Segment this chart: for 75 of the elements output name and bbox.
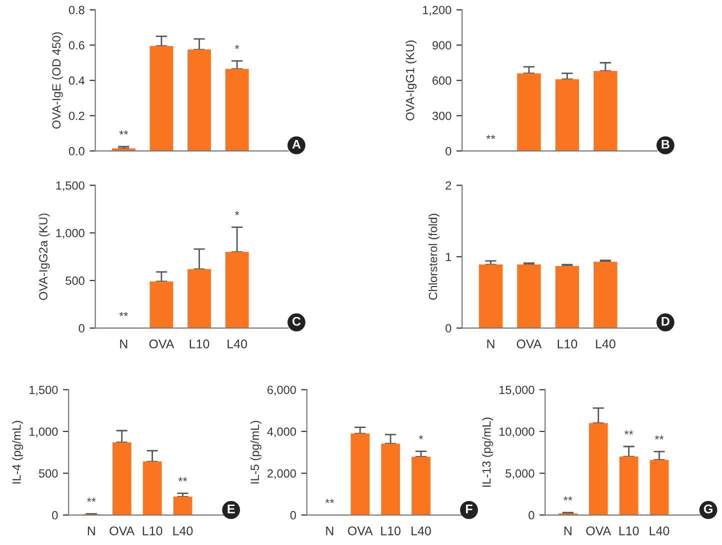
- x-tick-label: L10: [619, 526, 639, 536]
- y-tick-label: 0.0: [68, 147, 84, 156]
- text: C: [292, 316, 301, 326]
- annotation: *: [234, 44, 240, 49]
- annotation: **: [325, 498, 334, 504]
- y-axis-title: IL-5 (pg/mL): [250, 420, 262, 484]
- annotation: **: [119, 130, 128, 135]
- y-tick-label: 1,200: [423, 6, 452, 16]
- y-tick-label: 2,000: [267, 469, 296, 480]
- text: B: [662, 140, 670, 149]
- y-tick-label: 1: [446, 252, 452, 261]
- y-tick-label: 300: [432, 112, 452, 120]
- x-tick-label: OVA: [149, 340, 174, 348]
- y-axis-title: OVA-IgG2a (KU): [38, 214, 50, 300]
- y-tick-label: 1,500: [30, 386, 58, 396]
- x-tick-label: L10: [142, 526, 162, 536]
- y-tick-label: 900: [432, 41, 452, 50]
- y-tick-label: 0: [52, 511, 58, 520]
- y-tick-label: 1,000: [56, 228, 84, 239]
- x-tick-label: L10: [558, 340, 578, 348]
- y-tick-label: 10,000: [499, 427, 534, 438]
- y-axis-title: Chlorsterol (fold): [428, 214, 440, 300]
- x-tick-label: N: [564, 526, 572, 536]
- annotation: **: [119, 312, 128, 316]
- y-tick-label: 2: [446, 181, 452, 190]
- text: G: [704, 504, 712, 514]
- y-tick-label: 1,000: [30, 427, 58, 438]
- annotation: **: [178, 477, 188, 482]
- y-axis-title: IL-13 (pg/mL): [482, 418, 494, 487]
- y-tick-label: 0: [446, 147, 452, 156]
- y-tick-label: 4,000: [267, 427, 296, 438]
- y-tick-label: 0.4: [68, 76, 85, 85]
- x-tick-label: OVA: [348, 526, 373, 536]
- annotation: **: [624, 430, 634, 435]
- y-tick-label: 600: [432, 76, 452, 85]
- x-tick-label: L40: [412, 526, 431, 536]
- annotation: **: [486, 134, 496, 139]
- x-tick-label: N: [120, 340, 128, 348]
- x-tick-label: N: [487, 340, 494, 348]
- y-axis-title: OVA-IgG1 (KU): [406, 40, 417, 120]
- x-tick-label: OVA: [516, 340, 542, 348]
- x-tick-label: L40: [650, 526, 670, 536]
- y-tick-label: 0: [78, 324, 84, 332]
- x-tick-label: L40: [173, 526, 193, 536]
- y-tick-label: 1,500: [56, 181, 84, 192]
- y-tick-label: 500: [66, 276, 84, 285]
- x-tick-label: OVA: [586, 526, 612, 536]
- y-axis-title: OVA-IgE (OD 450): [52, 32, 63, 129]
- annotation: **: [87, 498, 96, 502]
- x-tick-label: L40: [228, 340, 247, 348]
- y-tick-label: 15,000: [499, 386, 534, 396]
- y-tick-label: 0.8: [68, 6, 84, 14]
- y-tick-label: 0.6: [68, 41, 84, 50]
- annotation: *: [418, 435, 424, 440]
- y-tick-label: 0: [290, 511, 296, 520]
- text: E: [228, 504, 235, 514]
- y-tick-label: 500: [38, 469, 58, 478]
- y-tick-label: 6,000: [267, 386, 296, 396]
- text: A: [292, 140, 301, 149]
- y-tick-label: 0.2: [68, 112, 84, 120]
- x-tick-label: N: [88, 526, 95, 536]
- x-tick-label: L10: [381, 526, 400, 536]
- x-tick-label: N: [326, 526, 334, 536]
- x-tick-label: OVA: [110, 526, 135, 536]
- text: F: [466, 504, 472, 514]
- annotation: **: [654, 435, 664, 440]
- annotation: **: [564, 496, 572, 501]
- annotation: *: [234, 211, 240, 216]
- y-axis-title: IL-4 (pg/mL): [12, 420, 24, 484]
- text: D: [662, 317, 670, 326]
- y-tick-label: 0: [446, 324, 452, 332]
- x-tick-label: L40: [596, 340, 616, 348]
- y-tick-label: 0: [528, 511, 534, 520]
- x-tick-label: L10: [190, 340, 210, 348]
- y-tick-label: 5,000: [506, 469, 534, 480]
